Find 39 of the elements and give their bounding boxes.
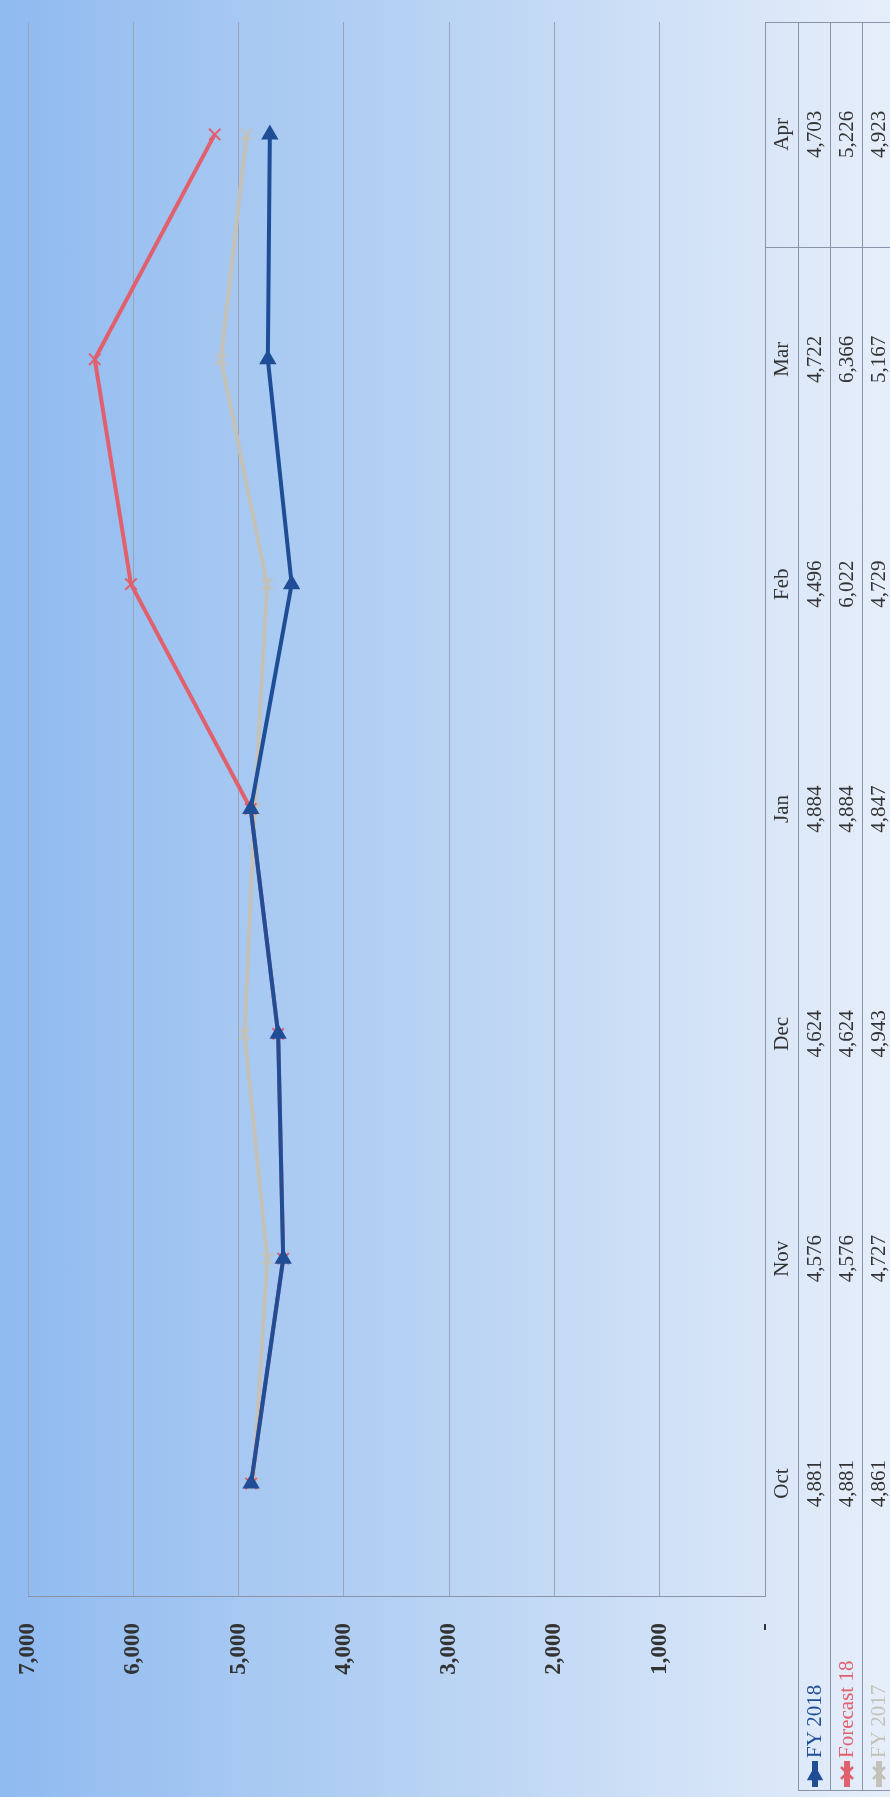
x-tick-label: 5,000 [224, 1623, 250, 1675]
data-label: 4,861 [865, 1459, 890, 1508]
data-label: 6,022 [833, 560, 858, 608]
data-label: 4,729 [865, 560, 890, 608]
data-label: 4,884 [833, 784, 858, 833]
data-label: 4,576 [801, 1235, 826, 1283]
x-tick-label: 7,000 [13, 1623, 39, 1675]
data-label: 4,722 [801, 335, 826, 383]
y-tick-label: Mar [769, 341, 794, 377]
text: Forecast 18 [833, 1660, 858, 1758]
y-tick-label: Jan [769, 794, 794, 823]
y-tick-label: Feb [769, 568, 794, 600]
y-tick-label: Apr [769, 118, 794, 151]
y-tick-label: Dec [769, 1016, 794, 1051]
data-label: 4,847 [865, 785, 890, 833]
data-label: 4,881 [833, 1459, 858, 1508]
x-tick-label: 6,000 [119, 1623, 145, 1675]
x-tick-label: 4,000 [329, 1623, 355, 1675]
x-tick-label: - [750, 1623, 776, 1631]
y-tick-label: Nov [769, 1240, 794, 1277]
data-label: 4,884 [801, 784, 826, 833]
data-label: 4,727 [865, 1235, 890, 1283]
x-tick-label: 2,000 [540, 1623, 566, 1675]
data-label: 4,496 [801, 560, 826, 608]
data-label: 4,881 [801, 1459, 826, 1508]
data-label: 4,923 [865, 110, 890, 159]
data-label: 4,576 [833, 1235, 858, 1283]
x-tick-label: 1,000 [645, 1623, 671, 1675]
data-label: 4,703 [801, 110, 826, 159]
data-label: 4,624 [833, 1009, 858, 1058]
data-label: 5,167 [865, 335, 890, 383]
data-label: 4,624 [801, 1009, 826, 1058]
y-tick-label: Oct [769, 1468, 794, 1499]
data-label: 6,366 [833, 335, 858, 383]
text: FY 2018 [801, 1684, 826, 1758]
data-label: 4,943 [865, 1010, 890, 1058]
text: FY 2017 [865, 1684, 890, 1758]
x-tick-label: 3,000 [435, 1623, 461, 1675]
data-label: 5,226 [833, 110, 858, 159]
